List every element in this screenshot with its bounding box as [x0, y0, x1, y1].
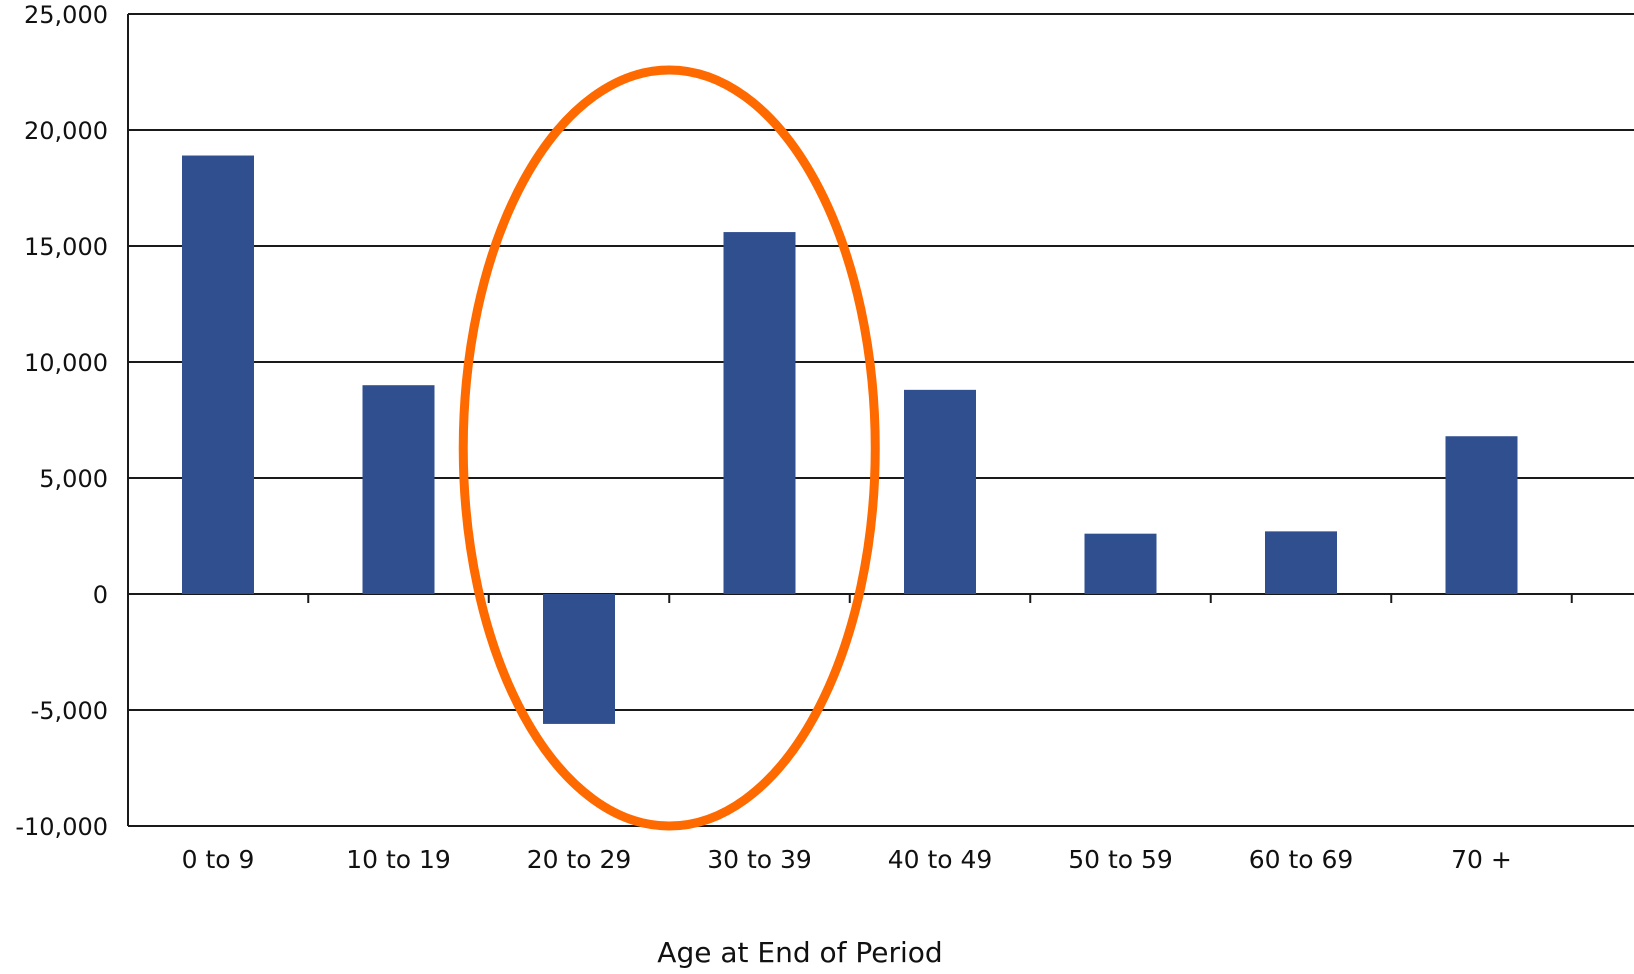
bar-70 [1446, 436, 1518, 594]
bar-10-to-19 [363, 385, 435, 594]
highlight-ellipse [463, 70, 875, 826]
y-tick-label: 25,000 [24, 1, 108, 29]
bar-30-to-39 [724, 232, 796, 594]
y-tick-label: -10,000 [15, 813, 108, 841]
x-axis-title: Age at End of Period [657, 936, 942, 969]
x-tick-label: 50 to 59 [1068, 845, 1173, 874]
y-tick-label: 15,000 [24, 233, 108, 261]
y-tick-label: 0 [93, 581, 108, 609]
x-tick-label: 30 to 39 [707, 845, 812, 874]
y-tick-label: 5,000 [39, 465, 108, 493]
y-tick-label: 20,000 [24, 117, 108, 145]
x-tick-label: 40 to 49 [888, 845, 993, 874]
bar-60-to-69 [1265, 531, 1337, 594]
bar-50-to-59 [1085, 534, 1157, 594]
bar-0-to-9 [182, 156, 254, 594]
annotations [463, 70, 875, 826]
x-tick-label: 60 to 69 [1249, 845, 1354, 874]
bar-20-to-29 [543, 594, 615, 724]
x-tick-labels: 0 to 9 10 to 19 20 to 29 30 to 39 40 to 49 50… [182, 845, 1512, 874]
x-tick-label: 0 to 9 [182, 845, 255, 874]
bar-40-to-49 [904, 390, 976, 594]
x-tick-label: 10 to 19 [346, 845, 451, 874]
axes [128, 14, 1572, 826]
x-tick-label: 70 + [1451, 845, 1512, 874]
y-tick-label: -5,000 [31, 697, 108, 725]
y-tick-labels: 25,000 20,000 15,000 10,000 5,000 0 -5,000 -10,… [15, 1, 108, 841]
grid-lines [128, 14, 1634, 826]
y-tick-label: 10,000 [24, 349, 108, 377]
x-tick-label: 20 to 29 [527, 845, 632, 874]
